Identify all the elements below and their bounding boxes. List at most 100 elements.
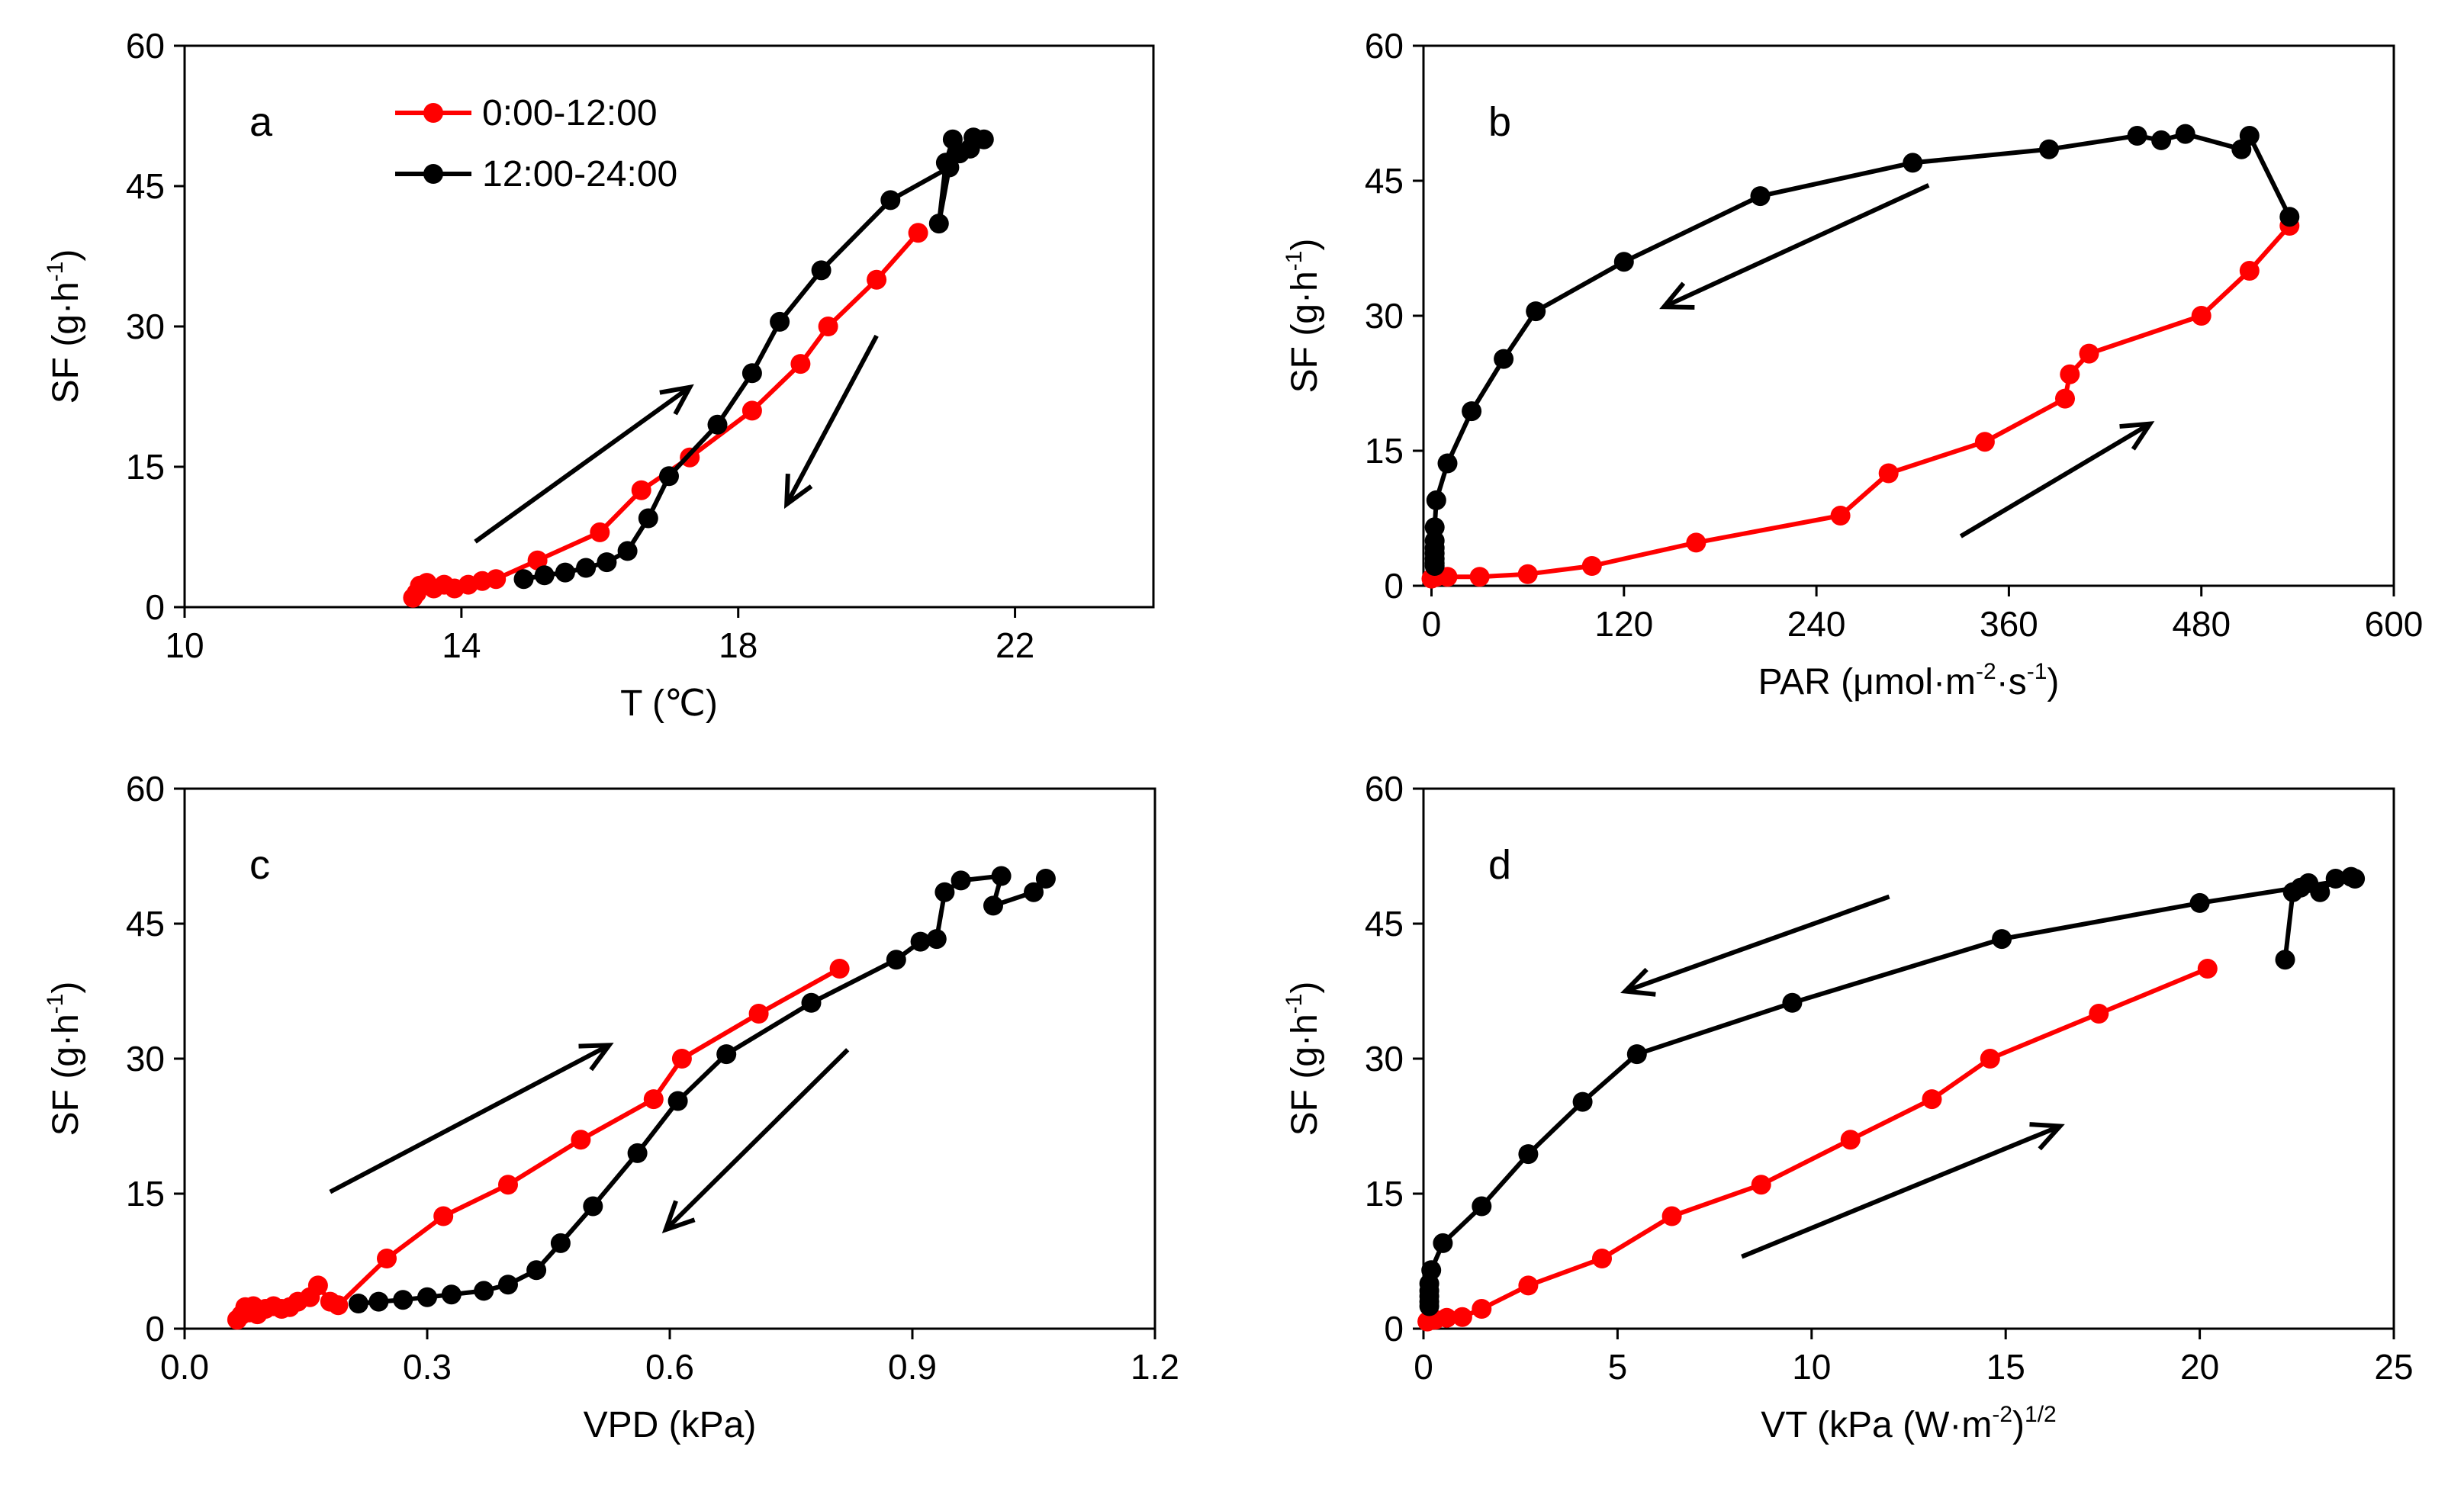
data-point — [590, 522, 610, 542]
data-point — [617, 541, 638, 561]
data-point — [939, 157, 960, 178]
series-line — [523, 135, 985, 582]
direction-arrow — [1659, 183, 1930, 310]
y-axis-label: SF (g·h-1) — [43, 982, 86, 1136]
data-point — [2055, 388, 2075, 409]
data-point — [1433, 1233, 1453, 1253]
data-point — [1424, 556, 1445, 576]
data-point — [1992, 929, 2012, 950]
data-point — [2279, 207, 2300, 227]
data-point — [667, 1091, 688, 1111]
direction-arrow — [783, 334, 879, 510]
x-tick-label: 5 — [1608, 1347, 1628, 1387]
data-point — [671, 1049, 692, 1069]
data-point — [951, 870, 971, 891]
data-point — [1472, 1299, 1492, 1319]
series-line — [1427, 874, 2358, 1307]
y-tick-label: 0 — [145, 587, 165, 627]
data-point — [1626, 1044, 1647, 1065]
data-point — [829, 959, 850, 979]
data-point — [1469, 567, 1490, 587]
data-point — [627, 1143, 648, 1163]
x-tick-label: 0 — [1414, 1347, 1433, 1387]
y-tick-label: 30 — [126, 1039, 165, 1078]
data-point — [368, 1291, 389, 1312]
y-tick-label: 15 — [126, 447, 165, 487]
data-point — [498, 1175, 518, 1195]
data-point — [2175, 124, 2195, 144]
data-point — [571, 1130, 591, 1150]
data-point — [2039, 139, 2059, 159]
data-point — [1830, 506, 1851, 526]
series-line — [410, 231, 920, 600]
data-point — [886, 950, 906, 970]
panel-label: c — [249, 842, 270, 888]
data-point — [801, 992, 822, 1013]
legend-label-black: 12:00-24:00 — [482, 154, 677, 194]
data-point — [631, 480, 651, 500]
x-tick-label: 0.0 — [160, 1347, 209, 1387]
panel-c-chart: 0 15 30 45 60 0.0 0.3 0.6 0.9 1.2 c SF (g·h-1) VPD (… — [43, 769, 1179, 1445]
y-tick-label: 30 — [1365, 296, 1404, 336]
y-tick-label: 45 — [1365, 904, 1404, 943]
x-tick-label: 25 — [2374, 1347, 2413, 1387]
y-tick-label: 30 — [1365, 1039, 1404, 1078]
x-tick-label: 0.3 — [403, 1347, 452, 1387]
y-tick-label: 15 — [126, 1174, 165, 1214]
data-point — [1686, 532, 1706, 553]
direction-arrow — [474, 384, 694, 544]
data-point — [2275, 950, 2295, 970]
data-point — [474, 1281, 494, 1301]
data-point — [417, 1287, 437, 1307]
series-line — [1427, 966, 2208, 1324]
y-tick-label: 60 — [126, 26, 165, 66]
data-point — [534, 565, 555, 586]
data-point — [527, 550, 548, 571]
data-point — [307, 1275, 328, 1296]
data-point — [1592, 1249, 1612, 1268]
data-point — [867, 269, 887, 290]
data-point — [1518, 1275, 1539, 1296]
data-point — [1974, 432, 1995, 452]
x-tick-label: 0 — [1422, 604, 1442, 644]
data-point — [1426, 490, 1446, 510]
legend-marker-black — [423, 164, 443, 184]
x-tick-label: 240 — [1787, 604, 1846, 644]
data-point — [433, 1206, 454, 1226]
data-point — [1035, 869, 1056, 889]
data-point — [908, 223, 928, 243]
x-tick-label: 360 — [1980, 604, 2038, 644]
data-point — [526, 1260, 547, 1281]
data-point — [2345, 869, 2366, 889]
data-point — [1878, 463, 1899, 484]
x-tick-label: 0.6 — [645, 1347, 694, 1387]
y-tick-label: 60 — [1365, 769, 1404, 808]
x-axis-label: PAR (μmol·m-2·s-1) — [1758, 659, 2060, 702]
data-point — [1517, 564, 1538, 584]
x-tick-label: 0.9 — [888, 1347, 937, 1387]
plot-frame-d — [1422, 787, 2395, 1330]
panel-label: d — [1488, 842, 1511, 888]
data-point — [1613, 252, 1634, 272]
direction-arrow — [1620, 894, 1890, 997]
data-point — [818, 317, 838, 336]
data-point — [377, 1249, 397, 1268]
legend: 0:00-12:00 12:00-24:00 — [395, 93, 677, 194]
data-point — [2325, 869, 2346, 889]
y-tick-label: 0 — [145, 1309, 165, 1349]
data-point — [2189, 892, 2210, 913]
legend-label-red: 0:00-12:00 — [482, 93, 658, 133]
data-point — [880, 190, 901, 211]
direction-arrow — [329, 1043, 614, 1194]
data-point — [2197, 959, 2218, 979]
data-point — [748, 1004, 769, 1024]
y-axis-label: SF (g·h-1) — [1282, 239, 1325, 394]
data-point — [811, 260, 832, 281]
x-tick-label: 600 — [2365, 604, 2424, 644]
data-point — [1518, 1144, 1539, 1165]
data-point — [1572, 1091, 1593, 1112]
data-point — [659, 466, 679, 487]
data-point — [583, 1196, 603, 1217]
data-point — [2191, 306, 2211, 326]
y-tick-label: 0 — [1384, 566, 1404, 606]
